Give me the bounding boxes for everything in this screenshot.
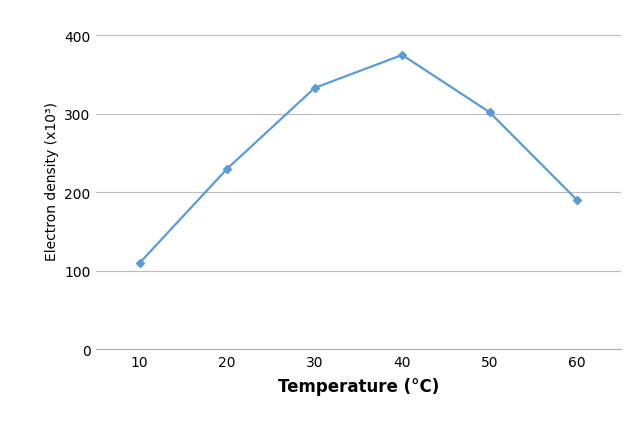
X-axis label: Temperature (°C): Temperature (°C) bbox=[278, 377, 439, 395]
Y-axis label: Electron density (x10³): Electron density (x10³) bbox=[45, 102, 58, 260]
